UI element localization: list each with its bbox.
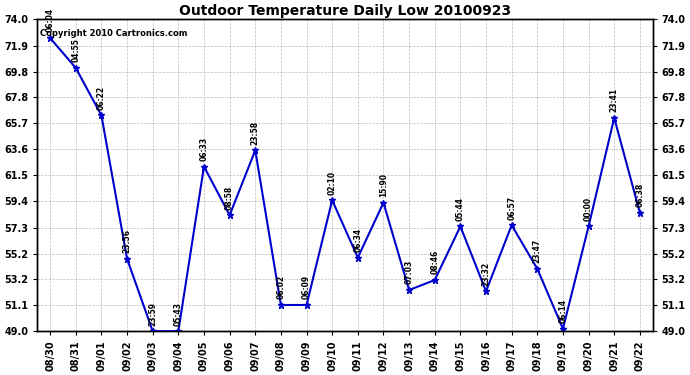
Text: 23:41: 23:41 [610,88,619,112]
Text: 06:34: 06:34 [353,228,362,252]
Text: 15:90: 15:90 [379,173,388,197]
Title: Outdoor Temperature Daily Low 20100923: Outdoor Temperature Daily Low 20100923 [179,4,511,18]
Text: 23:56: 23:56 [123,229,132,253]
Text: 07:03: 07:03 [404,260,413,285]
Text: 06:02: 06:02 [277,275,286,299]
Text: 06:04: 06:04 [46,8,55,33]
Text: 06:14: 06:14 [558,299,567,323]
Text: 05:43: 05:43 [174,302,183,326]
Text: 23:59: 23:59 [148,302,157,326]
Text: 08:46: 08:46 [431,250,440,274]
Text: 06:09: 06:09 [302,275,311,299]
Text: 06:22: 06:22 [97,86,106,110]
Text: 08:58: 08:58 [225,185,234,210]
Text: 06:57: 06:57 [507,195,516,220]
Text: 06:33: 06:33 [199,137,208,161]
Text: 04:55: 04:55 [71,39,80,62]
Text: Copyright 2010 Cartronics.com: Copyright 2010 Cartronics.com [41,29,188,38]
Text: 02:10: 02:10 [328,171,337,195]
Text: 23:32: 23:32 [482,262,491,286]
Text: 23:47: 23:47 [533,239,542,263]
Text: 23:58: 23:58 [250,121,259,145]
Text: 06:38: 06:38 [635,183,644,207]
Text: 05:44: 05:44 [456,197,465,221]
Text: 00:00: 00:00 [584,197,593,221]
